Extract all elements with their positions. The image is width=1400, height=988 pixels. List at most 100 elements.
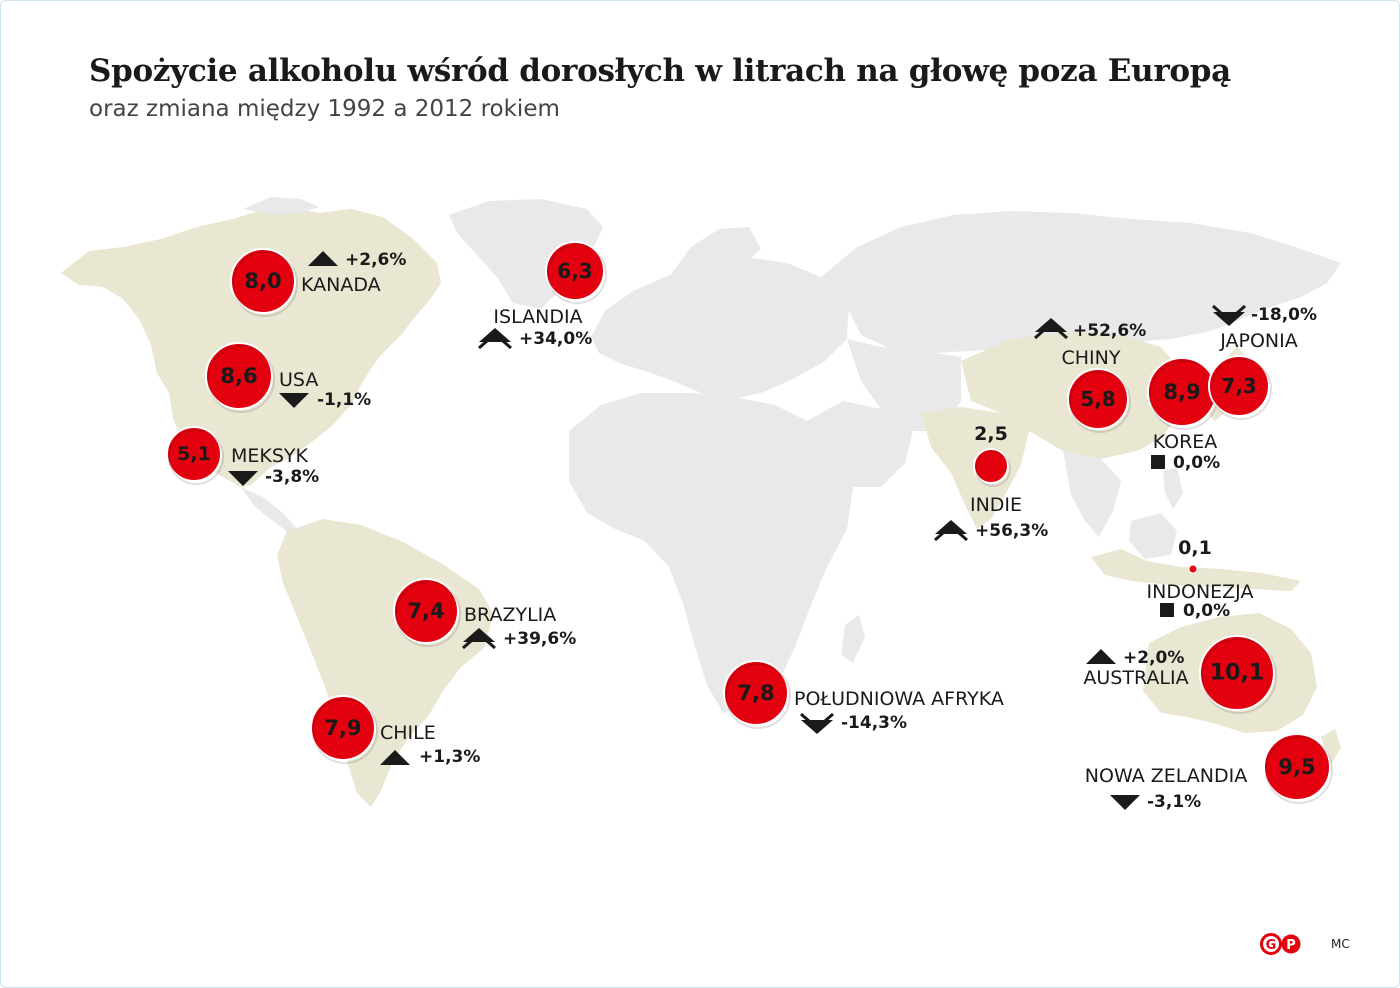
- marker-usa: 8,6 USA-1,1%: [205, 342, 371, 413]
- bubble-shadow: [207, 345, 275, 413]
- trend-same-icon: [1151, 455, 1165, 469]
- change-value: -3,1%: [1147, 792, 1201, 812]
- value-label: 10,1: [1210, 661, 1264, 686]
- marker-chile: 7,9 CHILE +1,3%: [310, 695, 480, 767]
- bubble-shadow: [975, 451, 1011, 487]
- trend-same-icon: [1160, 603, 1174, 617]
- country-name: MEKSYK: [231, 445, 309, 467]
- country-name: BRAZYLIA: [464, 604, 556, 626]
- bubble-shadow: [725, 663, 791, 729]
- borneo-land: [1129, 513, 1177, 559]
- value-label: 7,3: [1221, 374, 1256, 398]
- value-bubble: [1263, 733, 1331, 801]
- publisher-logo: G P: [1260, 932, 1304, 960]
- trend-down-double-icon: [1212, 304, 1246, 326]
- marker-islandia: 6,3 ISLANDIA+34,0%: [478, 241, 607, 350]
- central-asia-land: [847, 339, 961, 431]
- country-name: ISLANDIA: [493, 306, 582, 328]
- country-name: INDIE: [970, 494, 1022, 516]
- change-value: -3,8%: [265, 467, 319, 487]
- africa-land: [569, 393, 853, 713]
- madagascar-land: [841, 615, 865, 663]
- marker-australia: 10,1 AUSTRALIA+2,0%: [1083, 635, 1277, 714]
- southeast-asia-land: [1063, 451, 1121, 537]
- value-label: 8,6: [220, 364, 257, 388]
- marker-brazylia: 7,4 BRAZYLIA +39,6%: [393, 578, 576, 650]
- value-label: 0,1: [1178, 537, 1212, 559]
- value-label: 5,8: [1080, 387, 1115, 411]
- marker-indie: 2,5 INDIE +56,3%: [934, 423, 1048, 542]
- trend-down-icon: [1110, 795, 1140, 810]
- value-bubble: [973, 448, 1009, 484]
- trend-down-double-icon: [800, 712, 834, 734]
- change-value: -18,0%: [1251, 305, 1317, 325]
- arabia-land: [807, 401, 913, 487]
- marker-poludniowa-afryka: 7,8 POŁUDNIOWA AFRYKA -14,3%: [723, 660, 1004, 734]
- bubble-shadow: [1265, 736, 1333, 804]
- country-name: KANADA: [301, 274, 381, 296]
- bubble-shadow: [547, 244, 607, 304]
- value-bubble: [1067, 368, 1129, 430]
- value-label: 9,5: [1278, 755, 1315, 779]
- trend-down-icon: [228, 471, 258, 486]
- trend-up-icon: [1086, 649, 1116, 664]
- value-bubble: [393, 578, 459, 644]
- map-title: Spożycie alkoholu wśród dorosłych w litr…: [89, 53, 1231, 89]
- logo-icon: G P: [1260, 933, 1301, 955]
- bubble-shadow: [395, 581, 461, 647]
- trend-up-double-icon: [1034, 318, 1068, 340]
- bubble-shadow: [1210, 358, 1272, 420]
- marker-kanada: 8,0 KANADA +2,6%: [230, 248, 406, 317]
- marker-chiny: 5,8 CHINY +52,6%: [1034, 318, 1146, 433]
- svg-text:G: G: [1266, 938, 1277, 953]
- value-bubble: [230, 248, 296, 314]
- north-asia-land: [821, 211, 1341, 353]
- change-value: -14,3%: [841, 713, 907, 733]
- marker-japonia: 7,3 JAPONIA -18,0%: [1208, 304, 1317, 420]
- change-value: +2,0%: [1123, 648, 1184, 668]
- bubble-shadow: [1069, 371, 1131, 433]
- value-label: 5,1: [177, 443, 211, 465]
- country-name: POŁUDNIOWA AFRYKA: [794, 688, 1004, 710]
- value-bubble: [1188, 564, 1198, 574]
- value-bubble: [310, 695, 376, 761]
- change-value: +39,6%: [503, 629, 576, 649]
- value-label: 7,4: [407, 599, 444, 623]
- trend-down-icon: [279, 393, 309, 408]
- value-label: 7,8: [737, 681, 774, 705]
- value-bubble: [723, 660, 789, 726]
- value-label: 7,9: [324, 716, 361, 740]
- value-bubble: [545, 241, 605, 301]
- trend-up-double-icon: [478, 328, 512, 350]
- value-label: 2,5: [974, 423, 1008, 445]
- marker-meksyk: 5,1 MEKSYK-3,8%: [166, 426, 319, 487]
- country-name: NOWA ZELANDIA: [1085, 765, 1247, 787]
- country-name: CHINY: [1062, 347, 1121, 369]
- change-value: -1,1%: [317, 390, 371, 410]
- europe-land: [591, 257, 849, 399]
- change-value: +2,6%: [345, 250, 406, 270]
- philippines-land: [1163, 467, 1183, 509]
- country-name: JAPONIA: [1219, 330, 1298, 352]
- value-bubble: [166, 426, 222, 482]
- trend-up-double-icon: [462, 628, 496, 650]
- change-value: 0,0%: [1173, 453, 1220, 473]
- bubble-shadow: [232, 251, 298, 317]
- country-markers: 8,0 KANADA +2,6% 8,6 USA-1,1% 5,1 MEKSYK-3,8% 6…: [166, 241, 1333, 812]
- author-credit: MC: [1331, 937, 1350, 951]
- trend-up-icon: [380, 750, 410, 765]
- value-label: 8,9: [1163, 380, 1200, 404]
- arctic-islands-land: [243, 197, 319, 215]
- bubble-shadow: [312, 698, 378, 764]
- value-label: 6,3: [557, 259, 592, 283]
- trend-up-icon: [308, 251, 338, 266]
- map-subtitle: oraz zmiana między 1992 a 2012 rokiem: [89, 96, 560, 122]
- country-name: USA: [279, 369, 318, 391]
- change-value: +52,6%: [1073, 321, 1146, 341]
- value-bubble: [1208, 355, 1270, 417]
- bubble-shadow: [168, 429, 224, 485]
- marker-nowa-zelandia: 9,5 NOWA ZELANDIA -3,1%: [1085, 733, 1333, 812]
- central-america-land: [241, 487, 297, 533]
